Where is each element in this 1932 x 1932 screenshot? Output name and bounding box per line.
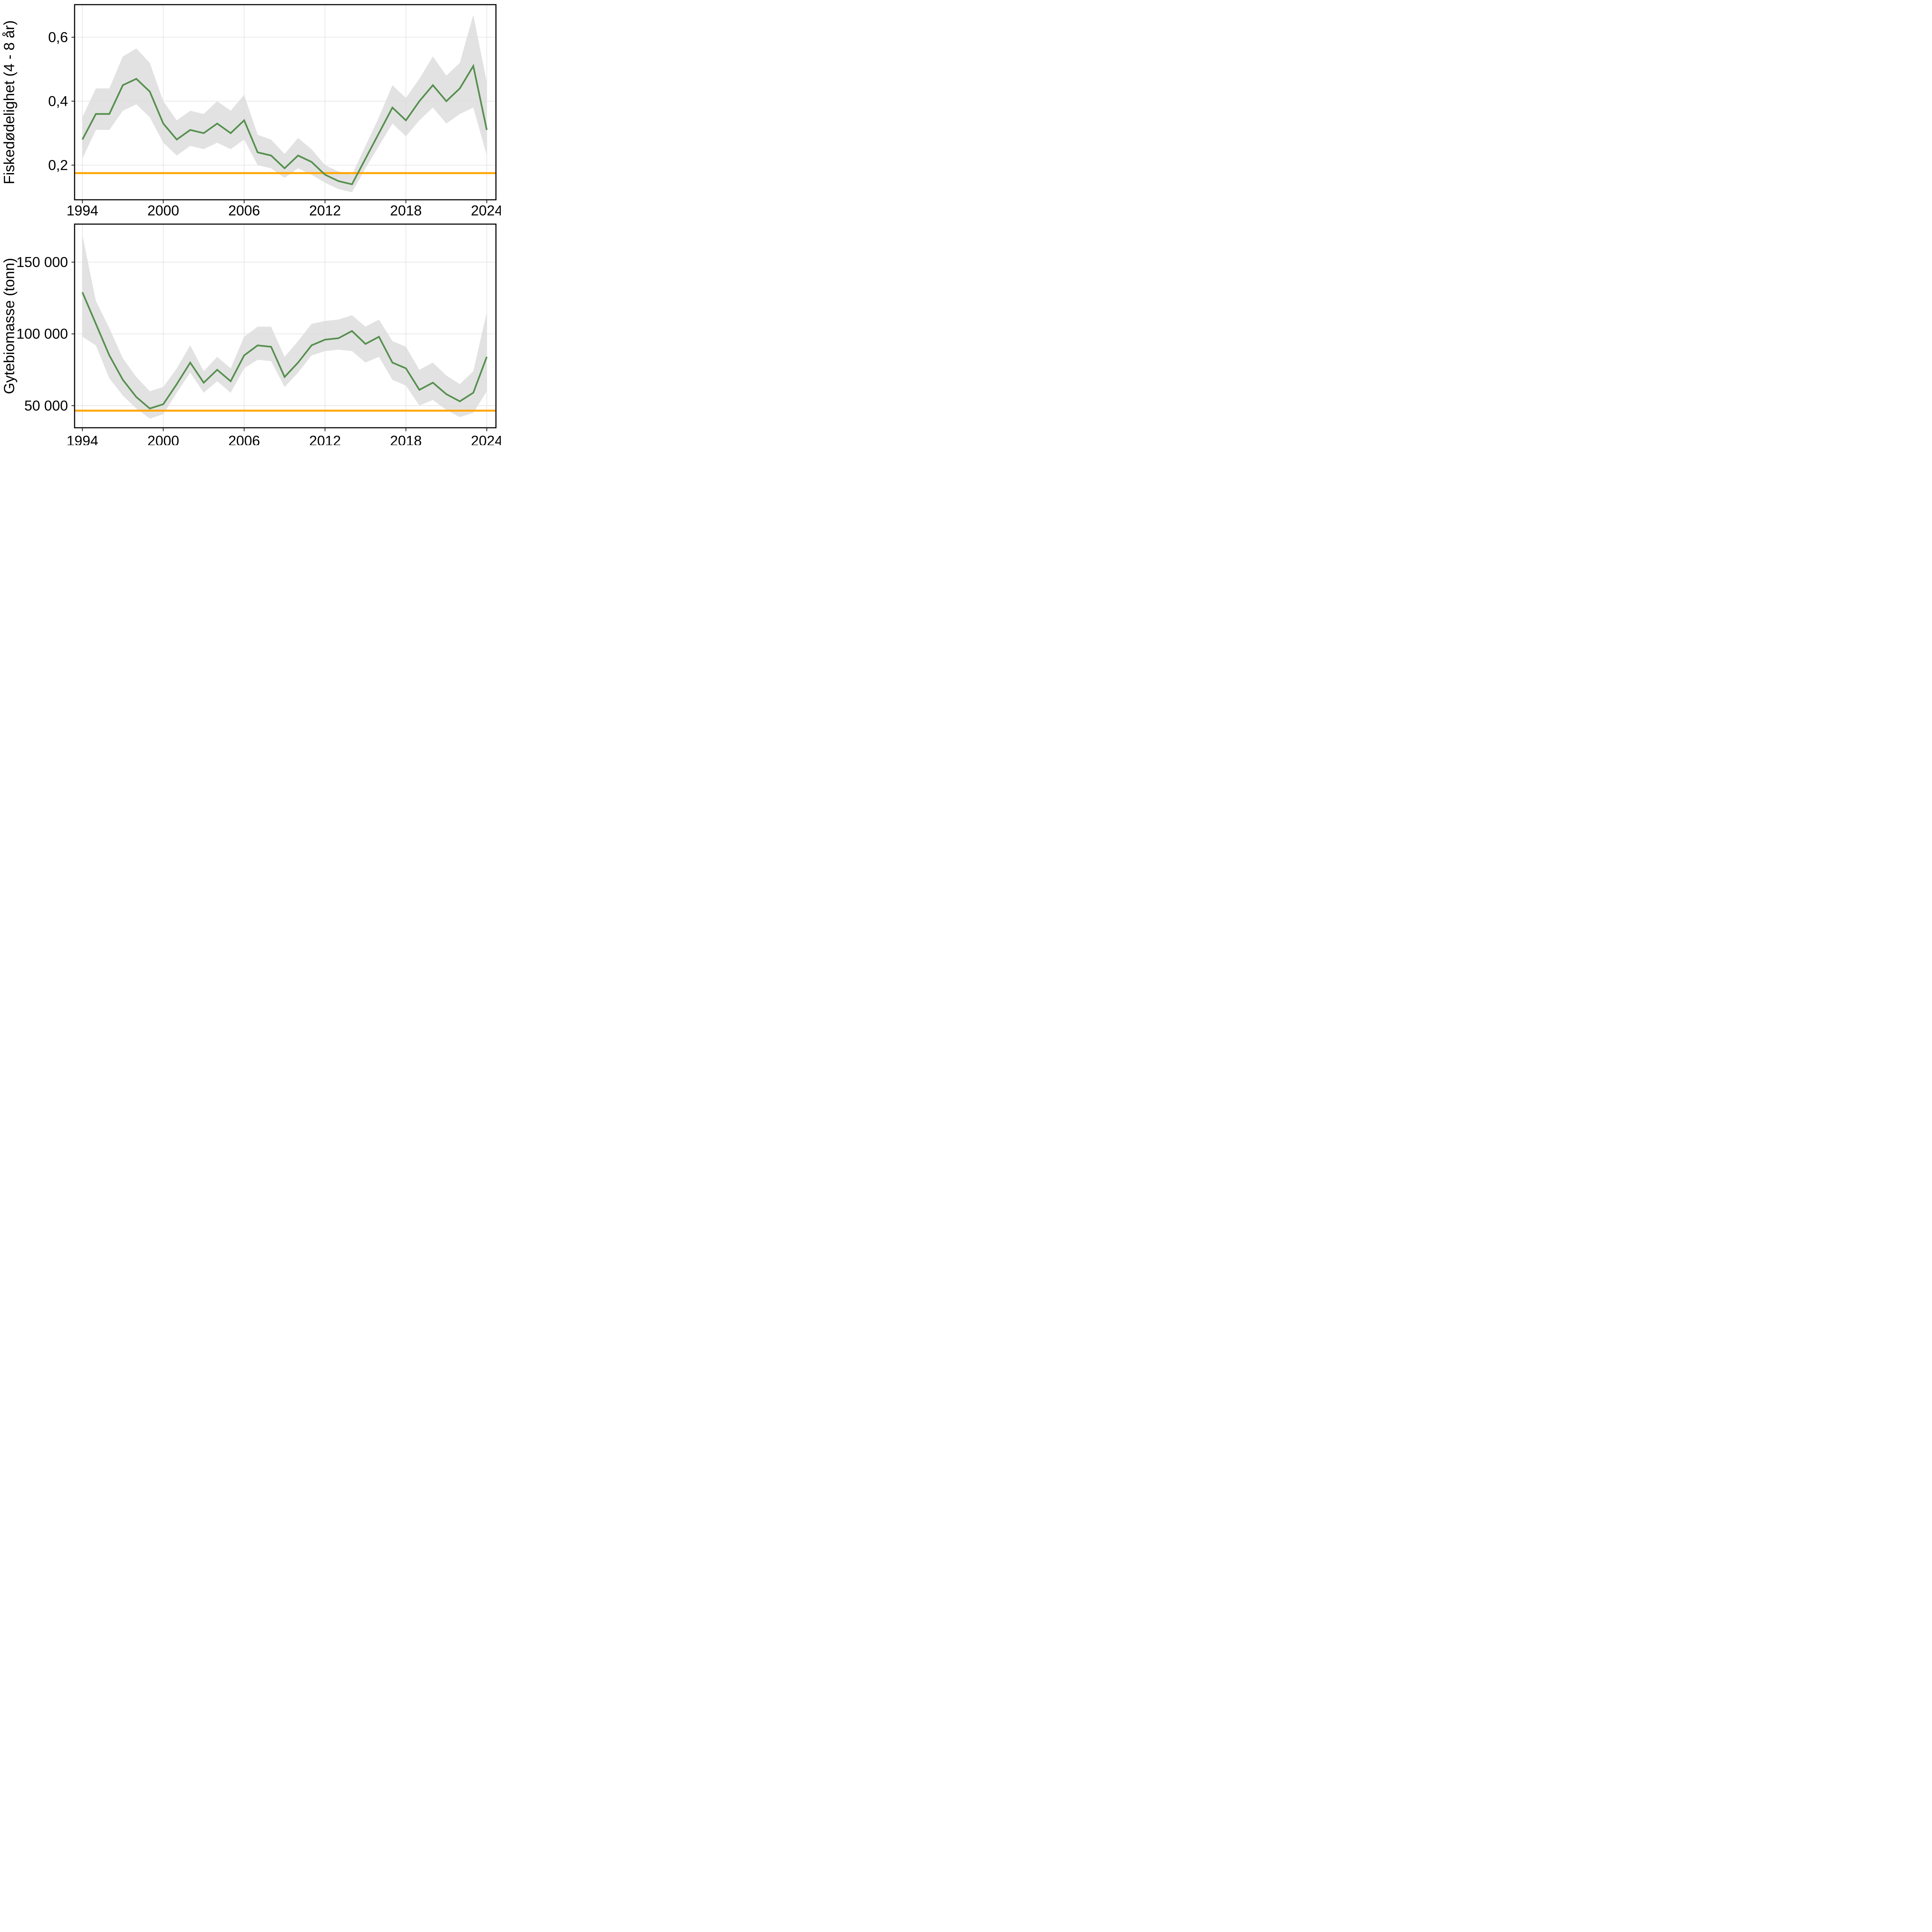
figure: Fiskedødelighet (4 - 8 år) Gytebiomasse … — [0, 0, 501, 445]
x-tick-label: 2018 — [390, 203, 422, 219]
estimate-line — [82, 64, 488, 185]
y-tick-label: 0,2 — [48, 157, 68, 173]
y-tick-label: 0,6 — [48, 29, 68, 45]
panel-fiskedodelighet: 0,2 0,4 0,6 1994 2000 2006 2012 2018 2024 — [48, 4, 501, 219]
estimate-line — [82, 292, 488, 410]
x-tick-label: 2006 — [228, 203, 260, 219]
y-tick-label: 100 000 — [16, 326, 68, 342]
panel-border — [74, 223, 497, 429]
x-tick-label: 2000 — [147, 203, 179, 219]
y-axis-title-fiskedodelighet: Fiskedødelighet (4 - 8 år) — [1, 20, 18, 184]
y-axis-title-gytebiomasse: Gytebiomasse (tonn) — [1, 258, 18, 394]
y-tick-label: 50 000 — [24, 398, 68, 413]
y-tick-label: 150 000 — [16, 254, 68, 270]
x-tick-label: 2012 — [309, 433, 341, 446]
x-tick-label: 2024 — [471, 203, 501, 219]
x-tick-label: 2012 — [309, 203, 341, 219]
x-tick-label: 1994 — [66, 203, 98, 219]
y-tick-label: 0,4 — [48, 93, 68, 109]
x-tick-label: 2024 — [471, 433, 501, 446]
x-tick-label: 2000 — [147, 433, 179, 446]
confidence-band — [82, 15, 487, 192]
x-tick-label: 2006 — [228, 433, 260, 446]
x-tick-label: 1994 — [66, 433, 98, 446]
x-tick-label: 2018 — [390, 433, 422, 446]
figure-svg: 0,2 0,4 0,6 1994 2000 2006 2012 2018 2024 50 000 1… — [16, 4, 501, 446]
panel-gytebiomasse: 50 000 100 000 150 000 1994 2000 2006 2012 2018… — [16, 223, 501, 446]
panel-border — [74, 4, 497, 201]
